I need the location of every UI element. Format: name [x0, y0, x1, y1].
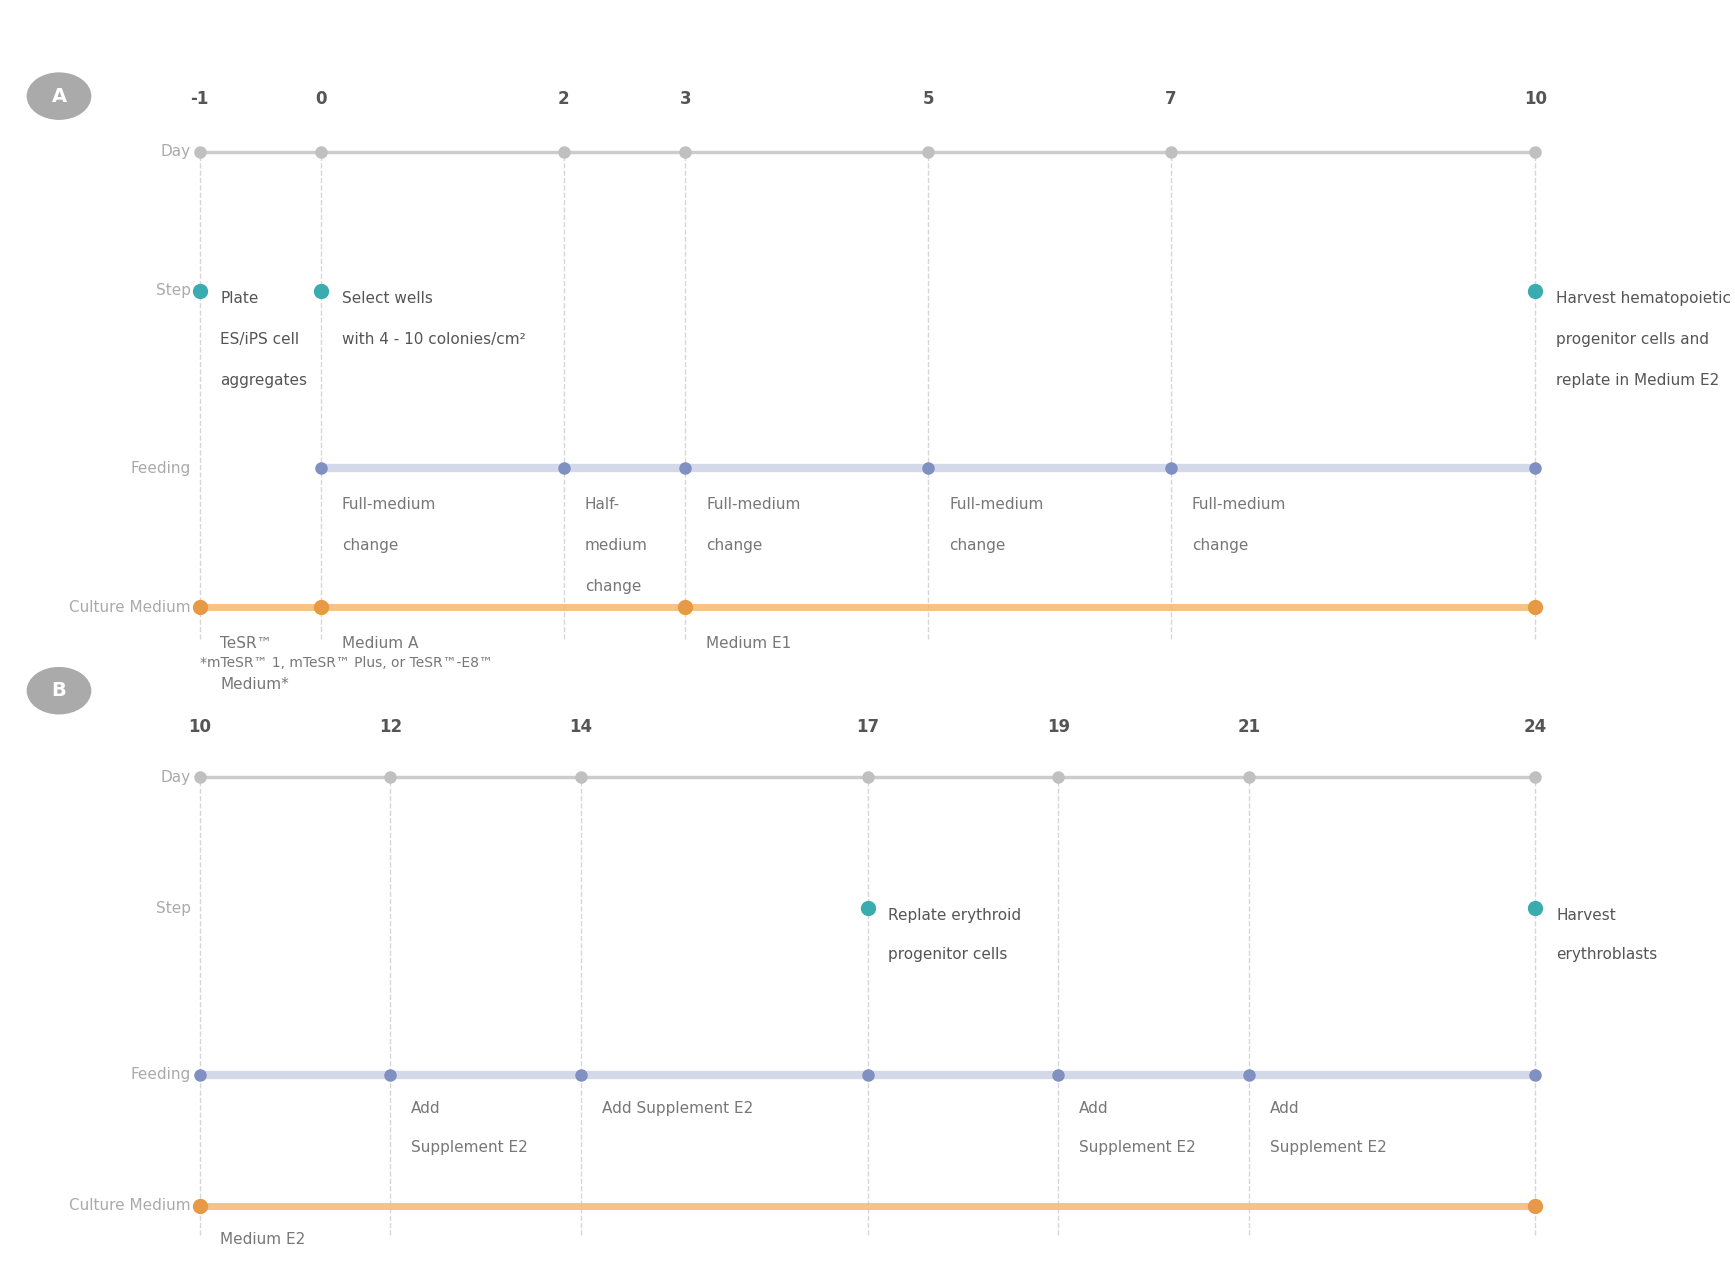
Text: ES/iPS cell: ES/iPS cell [220, 333, 300, 347]
Text: Full-medium: Full-medium [706, 497, 800, 511]
Text: medium: medium [585, 538, 647, 553]
Text: 12: 12 [378, 717, 403, 736]
Text: 10: 10 [187, 717, 212, 736]
Text: Medium E2: Medium E2 [220, 1232, 305, 1247]
Text: progenitor cells: progenitor cells [888, 947, 1008, 961]
Text: Replate erythroid: Replate erythroid [888, 908, 1022, 923]
Text: Add Supplement E2: Add Supplement E2 [602, 1102, 753, 1117]
Text: -1: -1 [191, 90, 208, 108]
Text: 17: 17 [855, 717, 880, 736]
Text: Step: Step [156, 283, 191, 299]
Text: Plate: Plate [220, 291, 259, 306]
Text: aggregates: aggregates [220, 373, 307, 388]
Text: change: change [949, 538, 1005, 553]
Text: A: A [52, 86, 66, 106]
Text: change: change [706, 538, 762, 553]
Text: change: change [1192, 538, 1247, 553]
Text: 19: 19 [1046, 717, 1070, 736]
Circle shape [28, 668, 90, 713]
Text: 14: 14 [569, 717, 593, 736]
Text: Medium A: Medium A [342, 635, 418, 650]
Text: erythroblasts: erythroblasts [1556, 947, 1657, 961]
Text: Feeding: Feeding [130, 460, 191, 476]
Text: Harvest hematopoietic: Harvest hematopoietic [1556, 291, 1732, 306]
Text: Select wells: Select wells [342, 291, 432, 306]
Text: with 4 - 10 colonies/cm²: with 4 - 10 colonies/cm² [342, 333, 526, 347]
Text: Day: Day [161, 144, 191, 159]
Text: *mTeSR™ 1, mTeSR™ Plus, or TeSR™-E8™: *mTeSR™ 1, mTeSR™ Plus, or TeSR™-E8™ [200, 657, 493, 670]
Text: 10: 10 [1523, 90, 1548, 108]
Text: 2: 2 [559, 90, 569, 108]
Text: Full-medium: Full-medium [949, 497, 1043, 511]
Text: 21: 21 [1237, 717, 1261, 736]
Text: Full-medium: Full-medium [342, 497, 435, 511]
Text: Add: Add [1079, 1102, 1109, 1117]
Text: replate in Medium E2: replate in Medium E2 [1556, 373, 1719, 388]
Text: Culture Medium: Culture Medium [69, 600, 191, 615]
Text: Medium*: Medium* [220, 677, 290, 692]
Text: 7: 7 [1166, 90, 1176, 108]
Text: 5: 5 [923, 90, 933, 108]
Text: 3: 3 [680, 90, 691, 108]
Text: Add: Add [1270, 1102, 1300, 1117]
Text: Day: Day [161, 770, 191, 786]
Text: 0: 0 [316, 90, 326, 108]
Text: 24: 24 [1523, 717, 1548, 736]
Text: progenitor cells and: progenitor cells and [1556, 333, 1709, 347]
Text: Add: Add [411, 1102, 441, 1117]
Text: Harvest: Harvest [1556, 908, 1615, 923]
Text: Half-: Half- [585, 497, 619, 511]
Text: change: change [342, 538, 397, 553]
Text: Culture Medium: Culture Medium [69, 1198, 191, 1213]
Text: Full-medium: Full-medium [1192, 497, 1286, 511]
Text: Step: Step [156, 901, 191, 916]
Text: TeSR™: TeSR™ [220, 635, 272, 650]
Text: Medium E1: Medium E1 [706, 635, 791, 650]
Text: Feeding: Feeding [130, 1068, 191, 1083]
Circle shape [28, 73, 90, 119]
Text: B: B [52, 681, 66, 701]
Text: Supplement E2: Supplement E2 [1079, 1140, 1195, 1155]
Text: Supplement E2: Supplement E2 [1270, 1140, 1386, 1155]
Text: change: change [585, 579, 640, 593]
Text: Supplement E2: Supplement E2 [411, 1140, 527, 1155]
